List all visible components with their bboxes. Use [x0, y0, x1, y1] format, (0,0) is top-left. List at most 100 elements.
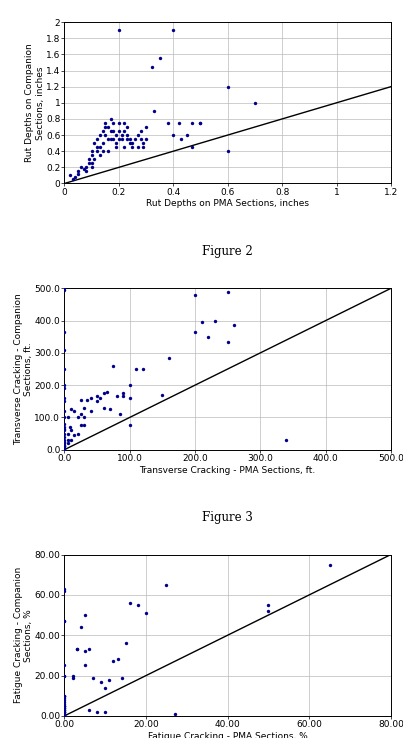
Point — [83, 165, 89, 177]
Point — [106, 674, 112, 686]
Point — [61, 442, 68, 454]
Point — [197, 117, 204, 129]
Point — [176, 117, 182, 129]
Point — [91, 137, 98, 149]
Point — [121, 117, 127, 129]
Point — [86, 644, 92, 655]
Point — [127, 392, 133, 404]
Point — [81, 401, 87, 413]
Point — [113, 137, 119, 149]
Point — [116, 117, 122, 129]
Y-axis label: Transverse Cracking - Companion
Sections, ft.: Transverse Cracking - Companion Sections… — [14, 293, 33, 445]
Point — [61, 702, 68, 714]
Point — [135, 141, 141, 153]
Point — [61, 704, 68, 716]
Point — [140, 141, 147, 153]
Point — [116, 24, 122, 36]
Point — [105, 145, 111, 157]
Point — [61, 708, 68, 720]
Point — [133, 363, 139, 375]
Point — [143, 133, 149, 145]
Point — [105, 133, 111, 145]
Point — [61, 706, 68, 718]
Point — [61, 700, 68, 711]
Point — [137, 125, 144, 137]
Point — [231, 320, 237, 331]
Point — [94, 141, 100, 153]
Point — [224, 80, 231, 92]
X-axis label: Rut Depths on PMA Sections, inches: Rut Depths on PMA Sections, inches — [146, 199, 309, 208]
Point — [89, 149, 95, 161]
Point — [68, 424, 74, 436]
Point — [69, 669, 76, 681]
Point — [81, 420, 87, 432]
Point — [156, 52, 163, 64]
Point — [61, 283, 68, 294]
Point — [61, 710, 68, 722]
Point — [61, 284, 68, 296]
Point — [120, 387, 127, 399]
Point — [94, 390, 100, 402]
Point — [127, 133, 133, 145]
Point — [224, 336, 231, 348]
Point — [102, 129, 108, 141]
Point — [61, 438, 68, 449]
Point — [143, 121, 149, 133]
Point — [140, 137, 147, 149]
Point — [75, 165, 81, 177]
Point — [61, 710, 68, 722]
Point — [73, 644, 80, 655]
Point — [100, 387, 107, 399]
Point — [212, 314, 218, 326]
Point — [69, 173, 76, 185]
Point — [118, 133, 125, 145]
Point — [124, 121, 130, 133]
Point — [89, 162, 95, 173]
Point — [75, 168, 81, 179]
Point — [64, 438, 71, 449]
Point — [124, 133, 130, 145]
Point — [61, 660, 68, 672]
Point — [265, 599, 272, 611]
Point — [86, 704, 92, 716]
Point — [189, 141, 195, 153]
Point — [192, 289, 198, 300]
Point — [113, 141, 119, 153]
Point — [64, 427, 71, 439]
Point — [67, 170, 73, 182]
Point — [61, 434, 68, 446]
Point — [72, 171, 79, 183]
Point — [61, 710, 68, 722]
Point — [61, 702, 68, 714]
Point — [61, 690, 68, 702]
Point — [64, 434, 71, 446]
Point — [80, 163, 87, 175]
Text: Figure 2: Figure 2 — [202, 245, 253, 258]
Point — [123, 638, 129, 649]
Point — [94, 145, 100, 157]
Point — [151, 105, 158, 117]
Point — [97, 149, 103, 161]
Point — [129, 141, 136, 153]
Point — [61, 439, 68, 451]
Point — [61, 706, 68, 718]
Point — [61, 326, 68, 338]
Point — [71, 405, 77, 417]
Point — [116, 125, 122, 137]
Point — [105, 121, 111, 133]
Point — [117, 408, 123, 420]
Point — [86, 154, 92, 165]
Point — [61, 669, 68, 681]
Point — [84, 394, 91, 406]
Point — [116, 133, 122, 145]
Point — [61, 690, 68, 702]
Point — [61, 710, 68, 722]
Point — [102, 117, 108, 129]
Point — [82, 609, 88, 621]
Point — [97, 392, 104, 404]
Point — [61, 427, 68, 439]
Point — [61, 700, 68, 711]
Point — [61, 441, 68, 452]
Point — [61, 708, 68, 720]
Point — [90, 672, 96, 683]
